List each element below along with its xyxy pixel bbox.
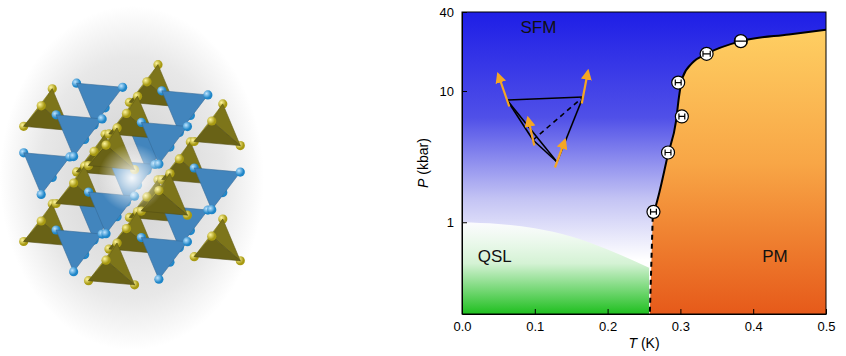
atom xyxy=(37,190,46,199)
y-axis-title: P (kbar) xyxy=(415,138,431,188)
x-axis-title: T (K) xyxy=(628,335,659,351)
tick-label: 40 xyxy=(440,5,454,20)
tetrahedron-face xyxy=(194,236,240,261)
tetrahedron-edge xyxy=(533,97,583,140)
atom xyxy=(98,114,107,123)
tetrahedron-edge xyxy=(507,100,557,162)
atom xyxy=(122,224,131,233)
tick: 40 xyxy=(440,5,467,20)
tetrahedron-edge xyxy=(507,97,583,100)
phase-boundary xyxy=(653,30,826,217)
error-bar xyxy=(735,38,747,44)
tick: 10 xyxy=(440,84,467,99)
tick: 0.2 xyxy=(599,309,617,334)
spin-arrow xyxy=(498,74,509,107)
tetrahedron-face xyxy=(194,121,240,146)
crystal-illustration xyxy=(0,6,264,350)
tetrahedron-face xyxy=(194,168,240,210)
tick-mark xyxy=(608,309,609,314)
region-label: PM xyxy=(762,247,788,266)
atom xyxy=(69,152,78,161)
atom xyxy=(69,267,78,276)
error-bar xyxy=(651,209,657,215)
region-label: SFM xyxy=(520,18,556,37)
error-bar xyxy=(665,150,671,156)
y-axis: 1 10 40 xyxy=(440,5,467,315)
phase-boundary-dashed xyxy=(650,217,653,314)
data-point xyxy=(675,110,688,123)
data-point xyxy=(647,205,660,218)
atom xyxy=(207,205,216,214)
tick-mark xyxy=(462,12,467,13)
tick-mark xyxy=(535,309,536,314)
y-axis-line xyxy=(462,13,463,315)
tetrahedron-face xyxy=(56,115,102,157)
tick-mark xyxy=(462,222,467,223)
tick: 0.1 xyxy=(526,309,544,334)
tick-label: 0.1 xyxy=(526,319,544,334)
atom xyxy=(183,237,192,246)
x-axis-line xyxy=(463,314,827,315)
atom xyxy=(236,167,245,176)
spin-arrow xyxy=(582,71,588,104)
tick-label: 0.4 xyxy=(745,319,763,334)
data-point xyxy=(662,146,675,159)
atom xyxy=(69,178,78,187)
tick: 0.4 xyxy=(745,309,763,334)
pm-region xyxy=(650,30,826,314)
atom xyxy=(101,140,110,149)
atom xyxy=(175,154,184,163)
region-label: QSL xyxy=(478,247,512,266)
atom xyxy=(122,109,131,118)
atom xyxy=(101,256,110,265)
tick-mark xyxy=(826,309,827,314)
tetrahedron-face xyxy=(141,238,187,280)
tick: 0.5 xyxy=(817,309,835,334)
tick-mark xyxy=(680,309,681,314)
plot-area xyxy=(462,12,826,314)
plot-frame xyxy=(462,12,826,314)
tetrahedron-face xyxy=(89,260,135,285)
atom xyxy=(203,90,212,99)
tick-label: 0.0 xyxy=(453,319,471,334)
tetrahedron-edge xyxy=(533,140,557,162)
error-bar xyxy=(679,113,685,119)
tick-label: 0.5 xyxy=(817,319,835,334)
tick: 0.3 xyxy=(672,309,690,334)
illustration-glow xyxy=(98,144,166,212)
tick-mark xyxy=(462,91,467,92)
illustration-background xyxy=(0,6,264,350)
spin-inset xyxy=(498,71,588,168)
atom xyxy=(207,116,216,125)
error-bar xyxy=(675,80,681,86)
tick-label: 10 xyxy=(440,84,454,99)
atom xyxy=(37,101,46,110)
sfm-region xyxy=(462,12,826,314)
error-bar xyxy=(703,51,710,57)
atom xyxy=(37,216,46,225)
atom xyxy=(142,77,151,86)
tetrahedron-face xyxy=(24,153,70,195)
atom xyxy=(154,275,163,284)
x-axis: 0.0 0.1 0.2 0.3 0.4 0.5 xyxy=(453,309,835,334)
tick-label: 1 xyxy=(447,215,454,230)
atom xyxy=(207,232,216,241)
data-point xyxy=(734,35,747,48)
data-point xyxy=(672,76,685,89)
tick-mark xyxy=(753,309,754,314)
tick-label: 0.3 xyxy=(672,319,690,334)
figure: 0.0 0.1 0.2 0.3 0.4 0.5 1 10 40 T (K) P (kbar) SFM Q… xyxy=(0,0,846,356)
tick: 1 xyxy=(447,215,467,230)
tetrahedron-face xyxy=(56,230,102,272)
atom xyxy=(183,122,192,131)
data-point xyxy=(700,47,713,60)
atom xyxy=(101,229,110,238)
qsl-area xyxy=(462,222,649,314)
spin-arrow xyxy=(528,118,534,146)
spin-arrow xyxy=(555,140,565,168)
atom xyxy=(118,83,127,92)
tick-label: 0.2 xyxy=(599,319,617,334)
